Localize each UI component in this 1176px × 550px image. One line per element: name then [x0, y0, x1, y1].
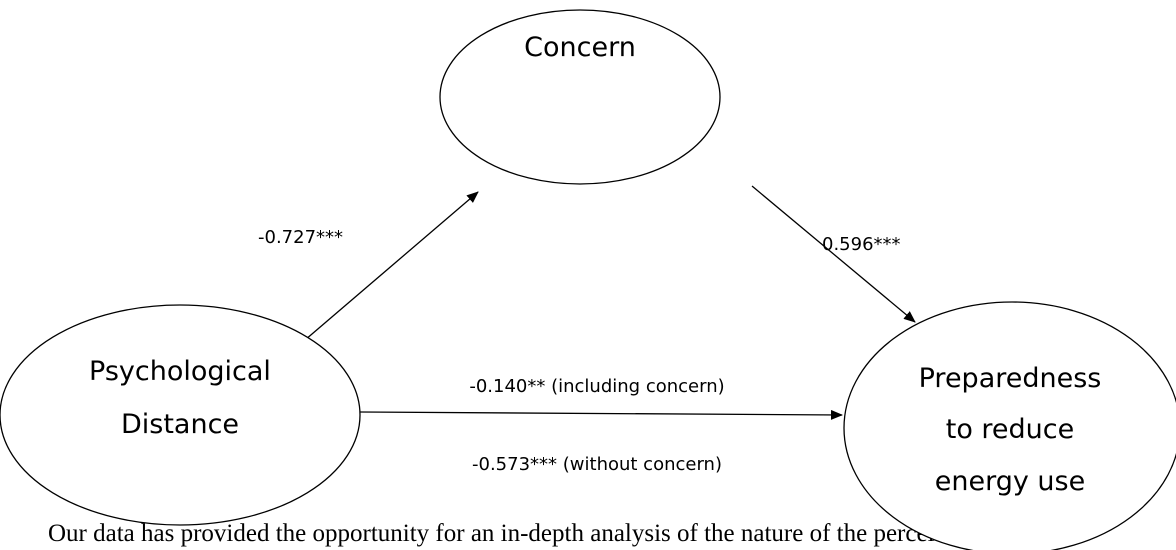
node-label: to reduce [946, 414, 1075, 445]
node-label: energy use [935, 466, 1085, 497]
arrow [359, 409, 843, 420]
arrow [304, 191, 479, 341]
node-label: Concern [524, 32, 636, 63]
edge-label: 0.596*** [822, 234, 901, 255]
node-ellipse [843, 301, 1176, 550]
node-label: Preparedness [919, 363, 1102, 394]
node-ellipse [0, 304, 361, 526]
arrow [751, 185, 916, 323]
edge-label: -0.727*** [258, 227, 343, 248]
node-label: Psychological [89, 356, 271, 387]
edge-label: -0.140** (including concern) [469, 376, 724, 397]
node-ellipse [439, 9, 721, 185]
node-label: Distance [121, 409, 239, 440]
edge-label: -0.573*** (without concern) [472, 454, 722, 475]
